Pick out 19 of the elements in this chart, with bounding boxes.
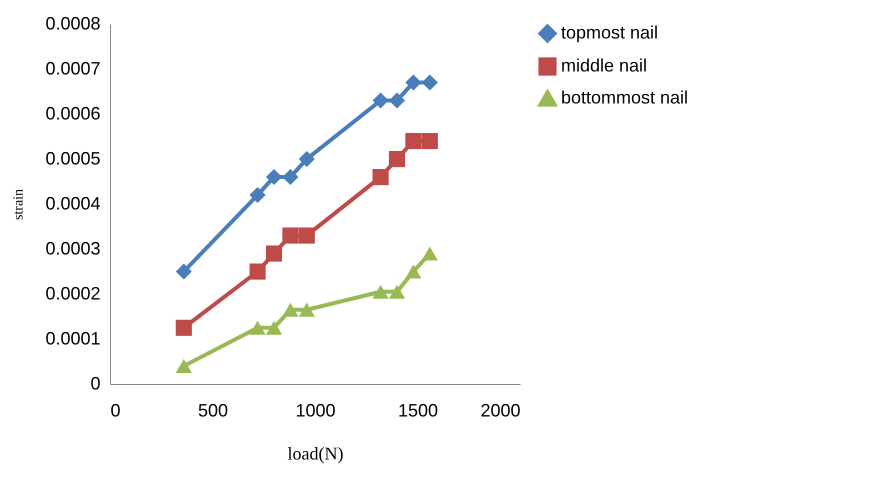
- y-tick-label: 0.0003: [45, 238, 100, 258]
- legend-label: bottommost nail: [561, 88, 688, 108]
- y-tick-label: 0.0007: [45, 58, 100, 78]
- y-tick-label: 0.0008: [45, 14, 100, 34]
- y-tick-label: 0.0006: [45, 104, 100, 124]
- y-tick-label: 0: [90, 374, 100, 394]
- x-axis-title: load(N): [288, 444, 344, 464]
- legend-label: topmost nail: [561, 22, 658, 42]
- x-tick-label: 2000: [480, 400, 520, 420]
- x-tick-label: 1500: [398, 400, 438, 420]
- x-tick-label: 1000: [295, 400, 336, 420]
- y-tick-label: 0.0001: [45, 328, 100, 348]
- y-tick-label: 0.0005: [45, 148, 100, 168]
- y-tick-label: 0.0002: [45, 284, 100, 304]
- legend-label: middle nail: [561, 56, 648, 76]
- x-tick-label: 0: [110, 400, 121, 420]
- x-tick-label: 500: [198, 400, 228, 420]
- y-tick-label: 0.0004: [45, 194, 100, 214]
- y-axis-title: strain: [11, 188, 26, 220]
